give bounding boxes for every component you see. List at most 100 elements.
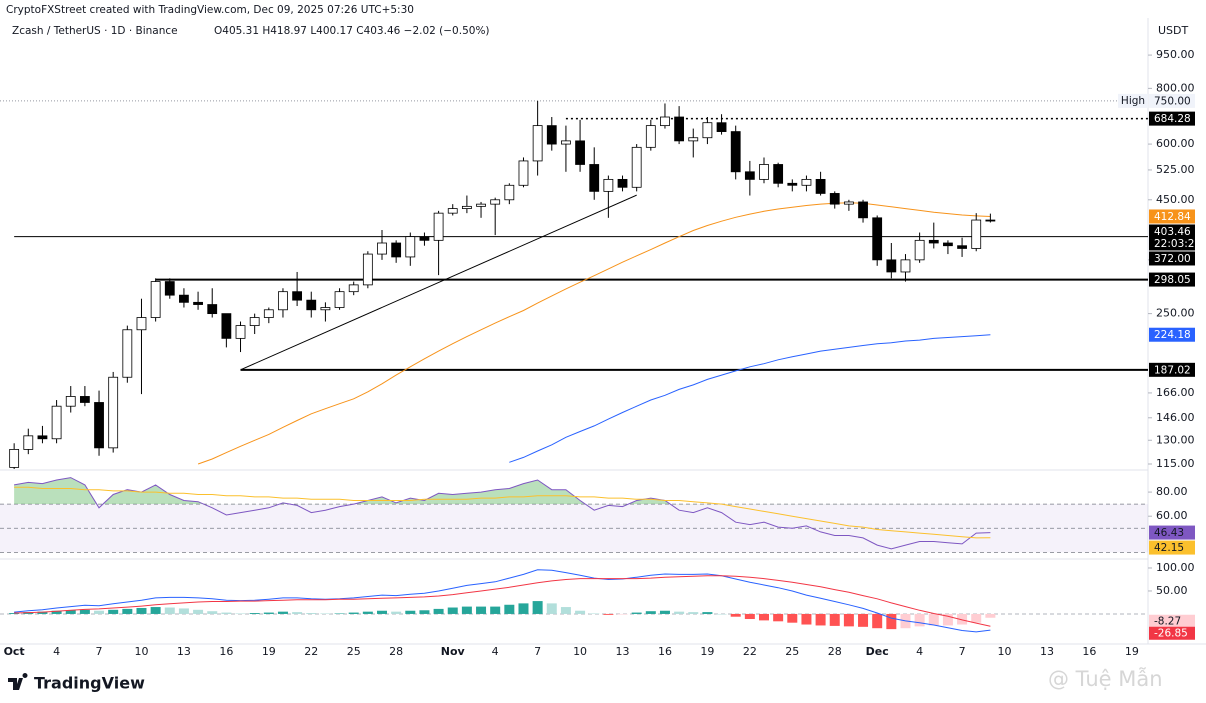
histogram-bar	[716, 613, 727, 615]
y-tick-label: 80.00	[1156, 485, 1188, 498]
candle-body	[589, 164, 600, 192]
y-tick-label: 146.00	[1156, 411, 1195, 424]
candle-body	[278, 291, 288, 311]
candle-body	[108, 376, 119, 449]
candle-body	[858, 201, 868, 219]
logo: TradingView	[8, 673, 145, 693]
candle-body	[645, 125, 656, 148]
candle-body	[532, 125, 543, 162]
candle-body	[815, 178, 826, 194]
histogram-bar	[51, 610, 62, 614]
ma-label: 412.84	[1154, 211, 1191, 223]
histogram-bar	[589, 613, 600, 614]
histogram-bar	[292, 612, 303, 614]
candle-body	[985, 219, 996, 222]
histogram-bar	[164, 607, 175, 614]
y-tick-label: 115.00	[1156, 457, 1195, 470]
high-label: 750.00	[1154, 95, 1191, 107]
x-tick-label: 4	[492, 645, 499, 658]
x-tick-label: 19	[262, 645, 276, 658]
histogram-bar	[942, 613, 953, 626]
histogram-bar	[320, 613, 331, 614]
candle-body	[773, 164, 784, 184]
histogram-bar	[249, 613, 260, 614]
histogram-bar	[872, 613, 883, 629]
line	[197, 202, 991, 465]
histogram-bar	[886, 613, 897, 630]
histogram-bar	[277, 611, 288, 614]
candle-body	[362, 253, 373, 286]
candle-body	[759, 164, 769, 180]
candle-body	[9, 449, 20, 468]
candle-body	[461, 205, 472, 209]
histogram-bar	[79, 609, 90, 614]
histogram-bar	[928, 613, 939, 626]
candle-body	[292, 291, 303, 301]
level-label: 298.05	[1154, 274, 1191, 286]
histogram-bar	[490, 606, 501, 614]
indicator-label: -8.27	[1154, 615, 1181, 627]
credit: CryptoFXStreet created with TradingView.…	[6, 4, 414, 16]
candle-body	[476, 203, 486, 207]
x-tick-label: 19	[700, 645, 714, 658]
candle-body	[306, 299, 317, 311]
level-label-bg	[1149, 251, 1195, 266]
candle-body	[886, 259, 897, 273]
histogram-bar	[504, 604, 515, 614]
histogram-bar	[787, 613, 798, 623]
histogram-bar	[405, 610, 416, 614]
candle-body	[65, 396, 76, 407]
high-tag-bg	[1118, 93, 1148, 108]
x-tick-label: Dec	[866, 645, 889, 658]
line	[14, 477, 991, 550]
candle-body	[490, 199, 501, 205]
ohlc: O405.31 H418.97 L400.17 C403.46 −2.02 (−…	[214, 25, 490, 37]
histogram-bar	[801, 613, 812, 625]
histogram-bar	[659, 610, 670, 614]
indicator-label-bg	[1149, 525, 1195, 540]
x-tick-label: 13	[616, 645, 630, 658]
histogram-bar	[971, 613, 982, 623]
candle-body	[716, 122, 727, 132]
candle-body	[377, 242, 387, 255]
x-tick-label: 22	[304, 645, 318, 658]
x-tick-label: Nov	[441, 645, 466, 658]
y-tick-label: 950.00	[1156, 48, 1195, 61]
histogram-bar	[65, 610, 76, 614]
histogram-bar	[263, 612, 274, 614]
candle-body	[688, 137, 699, 142]
candle-body	[801, 178, 812, 186]
y-tick-label: 450.00	[1156, 193, 1195, 206]
candle-body	[164, 281, 175, 296]
histogram-bar	[532, 601, 543, 614]
candle-body	[702, 122, 713, 139]
line	[14, 486, 991, 539]
histogram-bar	[957, 613, 968, 625]
histogram-bar	[391, 611, 402, 614]
pane	[0, 477, 1148, 553]
candle-body	[900, 259, 911, 273]
trendline	[240, 194, 637, 371]
candle-body	[320, 307, 331, 311]
histogram-bar	[730, 613, 741, 617]
x-tick-label: 13	[1040, 645, 1054, 658]
high-tag: High	[1121, 95, 1145, 107]
candle-body	[391, 242, 402, 258]
histogram-bar	[744, 613, 755, 620]
histogram-bar	[348, 612, 359, 614]
pane	[0, 100, 1148, 469]
y-tick-label: 100.00	[1156, 561, 1195, 574]
x-tick-label: 10	[573, 645, 587, 658]
histogram-bar	[560, 607, 571, 614]
histogram-bar	[94, 610, 105, 614]
y-tick-label: 600.00	[1156, 137, 1195, 150]
y-tick-label: 60.00	[1156, 509, 1188, 522]
histogram-bar	[178, 608, 189, 614]
histogram-bar	[773, 613, 784, 622]
candle-body	[504, 184, 515, 201]
histogram-bar	[858, 613, 869, 627]
candle-body	[546, 125, 557, 145]
histogram-bar	[546, 603, 557, 614]
y-tick-label: 250.00	[1156, 307, 1195, 320]
candle-body	[914, 239, 925, 261]
